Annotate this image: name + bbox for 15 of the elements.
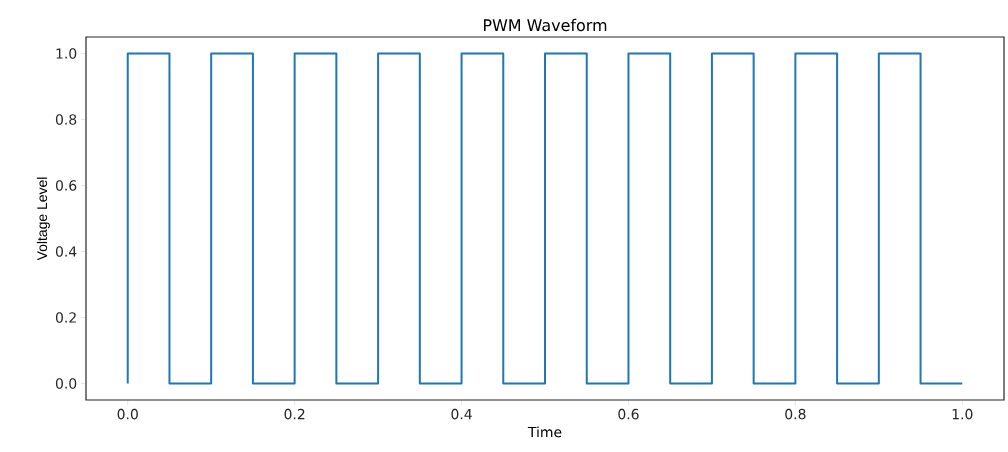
x-tick-label: 0.8 (785, 408, 806, 420)
x-tick-label: 0.0 (117, 408, 138, 420)
x-tick-label: 0.4 (451, 408, 472, 420)
y-tick-label: 0.6 (55, 180, 77, 191)
x-tick-label: 0.6 (618, 408, 639, 420)
y-axis-title: Voltage Level (36, 177, 50, 261)
y-tick-label: 0.0 (55, 378, 77, 389)
x-axis-title: Time (527, 426, 562, 438)
chart-title: PWM Waveform (484, 18, 607, 32)
x-tick-label: 1.0 (952, 408, 973, 420)
y-tick-label: 0.4 (55, 246, 77, 257)
y-tick-label: 0.2 (55, 312, 76, 323)
y-tick-label: 0.8 (55, 114, 77, 125)
y-tick-label: 1.0 (56, 48, 77, 59)
x-tick-label: 0.2 (284, 408, 305, 420)
